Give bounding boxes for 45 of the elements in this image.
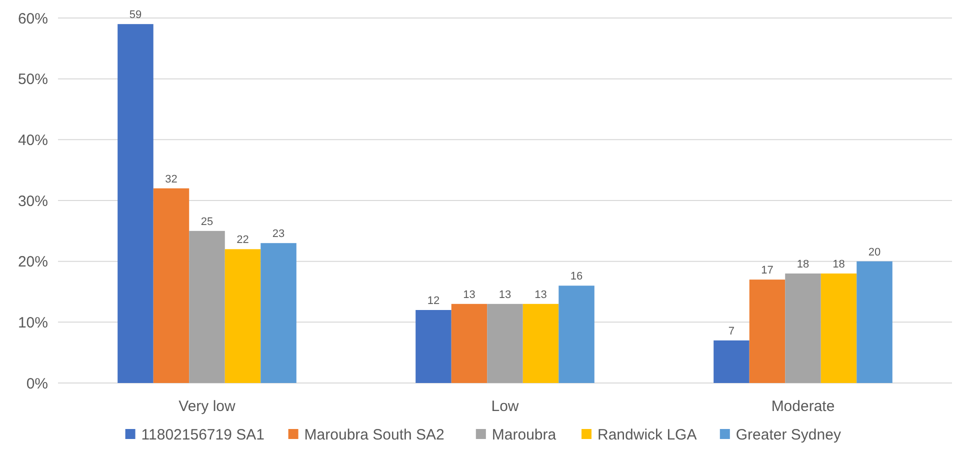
bar [189, 230, 225, 383]
y-tick-label: 10% [18, 314, 48, 332]
data-label: 12 [427, 295, 440, 307]
bar [856, 261, 892, 383]
y-tick-label: 20% [18, 254, 48, 271]
data-label: 20 [868, 246, 881, 258]
y-tick-label: 30% [18, 192, 48, 210]
bar [558, 286, 594, 383]
bar [451, 304, 488, 383]
bar [487, 304, 523, 383]
bar [714, 340, 750, 383]
data-label: 18 [832, 258, 845, 270]
legend-label: Maroubra [492, 426, 557, 444]
bar [785, 274, 821, 383]
y-tick-label: 0% [26, 375, 48, 392]
x-tick-label: Moderate [771, 398, 835, 415]
data-label: 13 [463, 288, 476, 301]
data-label: 16 [570, 270, 583, 283]
bar [260, 243, 296, 383]
bar [224, 249, 261, 383]
bar [522, 304, 559, 383]
data-label: 18 [796, 258, 810, 270]
bar [749, 280, 786, 383]
x-tick-label: Low [491, 398, 519, 415]
y-tick-label: 40% [18, 132, 48, 149]
data-label: 7 [728, 325, 735, 338]
legend-label: Maroubra South SA2 [304, 426, 444, 444]
data-label: 25 [200, 216, 214, 228]
legend-label: 11802156719 SA1 [141, 426, 264, 444]
x-tick-label: Very low [178, 398, 236, 415]
data-label: 17 [761, 264, 774, 277]
data-label: 59 [129, 9, 142, 22]
bar [416, 310, 452, 383]
y-tick-label: 50% [18, 71, 48, 88]
legend-label: Randwick LGA [598, 426, 697, 444]
data-label: 32 [165, 173, 178, 186]
data-label: 13 [498, 288, 512, 301]
data-label: 23 [272, 228, 285, 240]
y-tick-label: 60% [18, 10, 48, 28]
data-label: 13 [534, 288, 547, 301]
data-label: 22 [236, 234, 249, 246]
bar [820, 274, 857, 383]
bar [118, 24, 154, 383]
legend-label: Greater Sydney [736, 426, 842, 444]
bar [153, 188, 190, 383]
